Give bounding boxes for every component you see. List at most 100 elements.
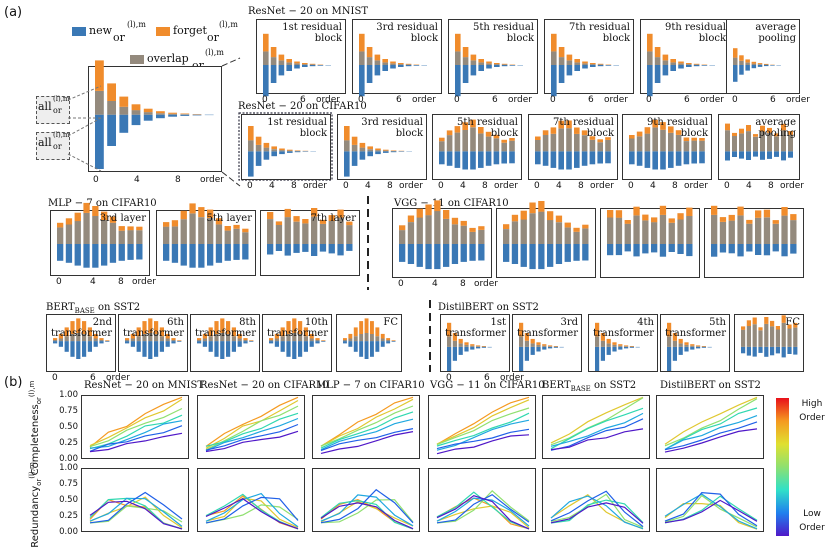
distil-3-bar-forget-1: [672, 333, 677, 341]
mlp-1-bar-overlap-7: [224, 230, 231, 244]
resnet-cifar-3-bar-new-2: [550, 151, 557, 168]
line-panel-redundancy-4: [542, 468, 650, 532]
resnet-mnist-5-bar-forget-1: [739, 55, 744, 61]
resnet-mnist-2-bar-new-3: [478, 65, 484, 71]
distil-4-bar-overlap-7: [781, 322, 786, 347]
legend-forget-label: forget: [173, 24, 207, 37]
vgg-1-bar-new-7: [564, 244, 571, 262]
distil-0-panel: 1st transformer: [440, 314, 510, 372]
distil-0-bar-new-6: [481, 346, 486, 348]
mlp-0-bars: [57, 202, 143, 268]
line-1-2-0: [320, 498, 414, 530]
resnet-cifar-3-bar-new-7: [589, 151, 596, 165]
vgg-3-bar-overlap-7: [772, 223, 779, 244]
resnet-cifar-4-bar-new-3: [652, 151, 658, 170]
line-1-3-6: [436, 495, 530, 530]
resnet-cifar-5-bar-new-5: [760, 151, 765, 160]
resnet-cifar-0-bar-forget-3: [271, 146, 277, 150]
line-1-4-5: [550, 502, 644, 524]
resnet-cifar-4-bar-forget-5: [668, 126, 674, 133]
resnet-cifar-3-label: 7th residual block: [552, 117, 614, 139]
resnet-cifar-4-bar-forget-4: [660, 122, 666, 130]
mlp-2-bars: [267, 208, 353, 256]
distil-2-bar-forget-3: [612, 342, 617, 345]
resnet-cifar-2-bar-forget-0: [439, 137, 445, 142]
resnet-cifar-0-bar-overlap-2: [263, 147, 270, 152]
bert-1-bar-forget-7: [165, 333, 170, 339]
legend-new-sub: or: [113, 31, 125, 44]
vgg-0-bar-new-9: [478, 244, 485, 261]
line-0-3-4: [436, 419, 530, 451]
line-1-3-2: [436, 489, 530, 524]
resnet-mnist-4-bar-new-2: [662, 65, 669, 76]
mlp-0-bar-new-9: [136, 244, 143, 260]
line-0-1-5: [205, 423, 299, 451]
line-1-0-2: [89, 505, 183, 524]
vgg-2-bar-overlap-3: [633, 215, 640, 244]
distil-2-bar-forget-5: [624, 345, 629, 347]
mlp-0-bar-new-1: [65, 244, 73, 263]
resnet-mnist-4-bar-new-7: [701, 65, 708, 66]
line-1-1-5: [205, 496, 299, 524]
distil-0-bar-new-7: [487, 346, 492, 348]
bert-1-bar-forget-3: [142, 321, 147, 334]
line-0-1-1: [205, 399, 299, 449]
resnet-cifar-5-bar-overlap-0: [725, 130, 730, 152]
distil-0-bar-new-4: [470, 346, 475, 350]
bert-3-bar-forget-9: [321, 340, 326, 341]
resnet-cifar-0-bar-overlap-3: [271, 149, 277, 152]
resnet-cifar-1-tick-3: order: [399, 181, 423, 191]
vgg-3-bar-overlap-2: [728, 220, 735, 244]
mlp-2-bar-overlap-5: [311, 216, 318, 244]
vgg-1-bar-new-6: [555, 244, 563, 264]
resnet-cifar-5-tick-2: 8: [768, 181, 774, 191]
resnet-cifar-3-bar-new-8: [597, 151, 603, 164]
line-0-2-6: [320, 431, 414, 454]
bert-3-bar-new-0: [269, 341, 274, 344]
vgg-1-bar-forget-4: [538, 201, 545, 212]
all-sub-bottom: or: [53, 142, 62, 151]
resnet-cifar-0-bar-overlap-1: [255, 144, 262, 152]
distil-4-bar-forget-6: [775, 326, 780, 330]
line-1-2-5: [320, 488, 414, 524]
line-1-4-4: [550, 490, 644, 528]
bert-0-bar-forget-6: [87, 327, 92, 337]
line-0-4-4: [550, 418, 644, 451]
bert-4-bar-new-1: [348, 341, 353, 347]
line-0-3-6: [436, 434, 530, 455]
resnet-cifar-3-bar-new-9: [605, 151, 611, 164]
bert-0-bar-new-9: [105, 341, 110, 342]
resnet-cifar-2-bar-overlap-5: [478, 133, 484, 152]
distil-0-bar-forget-1: [452, 333, 457, 341]
resnet-mnist-4-bar-new-5: [686, 65, 692, 67]
resnet-cifar-5-bar-new-4: [753, 151, 758, 157]
vgg-0-bar-new-8: [469, 244, 476, 261]
mlp-0-bar-new-6: [109, 244, 117, 263]
bert-1-bar-new-4: [148, 341, 153, 359]
resnet-cifar-2-bar-overlap-7: [493, 138, 500, 152]
resnet-mnist-3-bar-new-5: [590, 65, 596, 67]
vgg-2-bar-overlap-7: [668, 222, 675, 244]
colorbar-high-label: High Order: [799, 399, 825, 423]
ytick-1-3: 0.25: [59, 511, 78, 521]
resnet-cifar-5-tick-3: order: [780, 181, 804, 191]
resnet-mnist-3-label: 7th residual block: [568, 22, 630, 44]
resnet-mnist-0-bar-new-6: [309, 65, 316, 67]
resnet-mnist-5-bar-forget-5: [764, 63, 769, 65]
resnet-mnist-0-bar-forget-1: [270, 47, 277, 58]
bert-2-bar-forget-3: [214, 321, 219, 334]
resnet-mnist-1-bar-new-5: [398, 65, 404, 67]
mlp-2-bar-forget-9: [346, 221, 353, 226]
legend-forget-sup: (l),m: [219, 20, 238, 29]
line-0-3-1: [436, 399, 530, 445]
mlp-1-bar-forget-6: [215, 218, 223, 225]
line-0-4-1: [550, 397, 644, 446]
resnet-mnist-0-bar-overlap-5: [302, 64, 308, 65]
resnet-cifar-4-bar-new-9: [699, 151, 705, 164]
all-label-bottom: all: [38, 136, 52, 149]
distil-1-bar-new-3: [536, 346, 541, 352]
vgg-2-bars: [607, 205, 693, 257]
vgg-3-bar-overlap-3: [737, 215, 744, 244]
distil-4-bar-new-0: [741, 346, 746, 354]
distil-2-bar-forget-2: [606, 338, 611, 344]
